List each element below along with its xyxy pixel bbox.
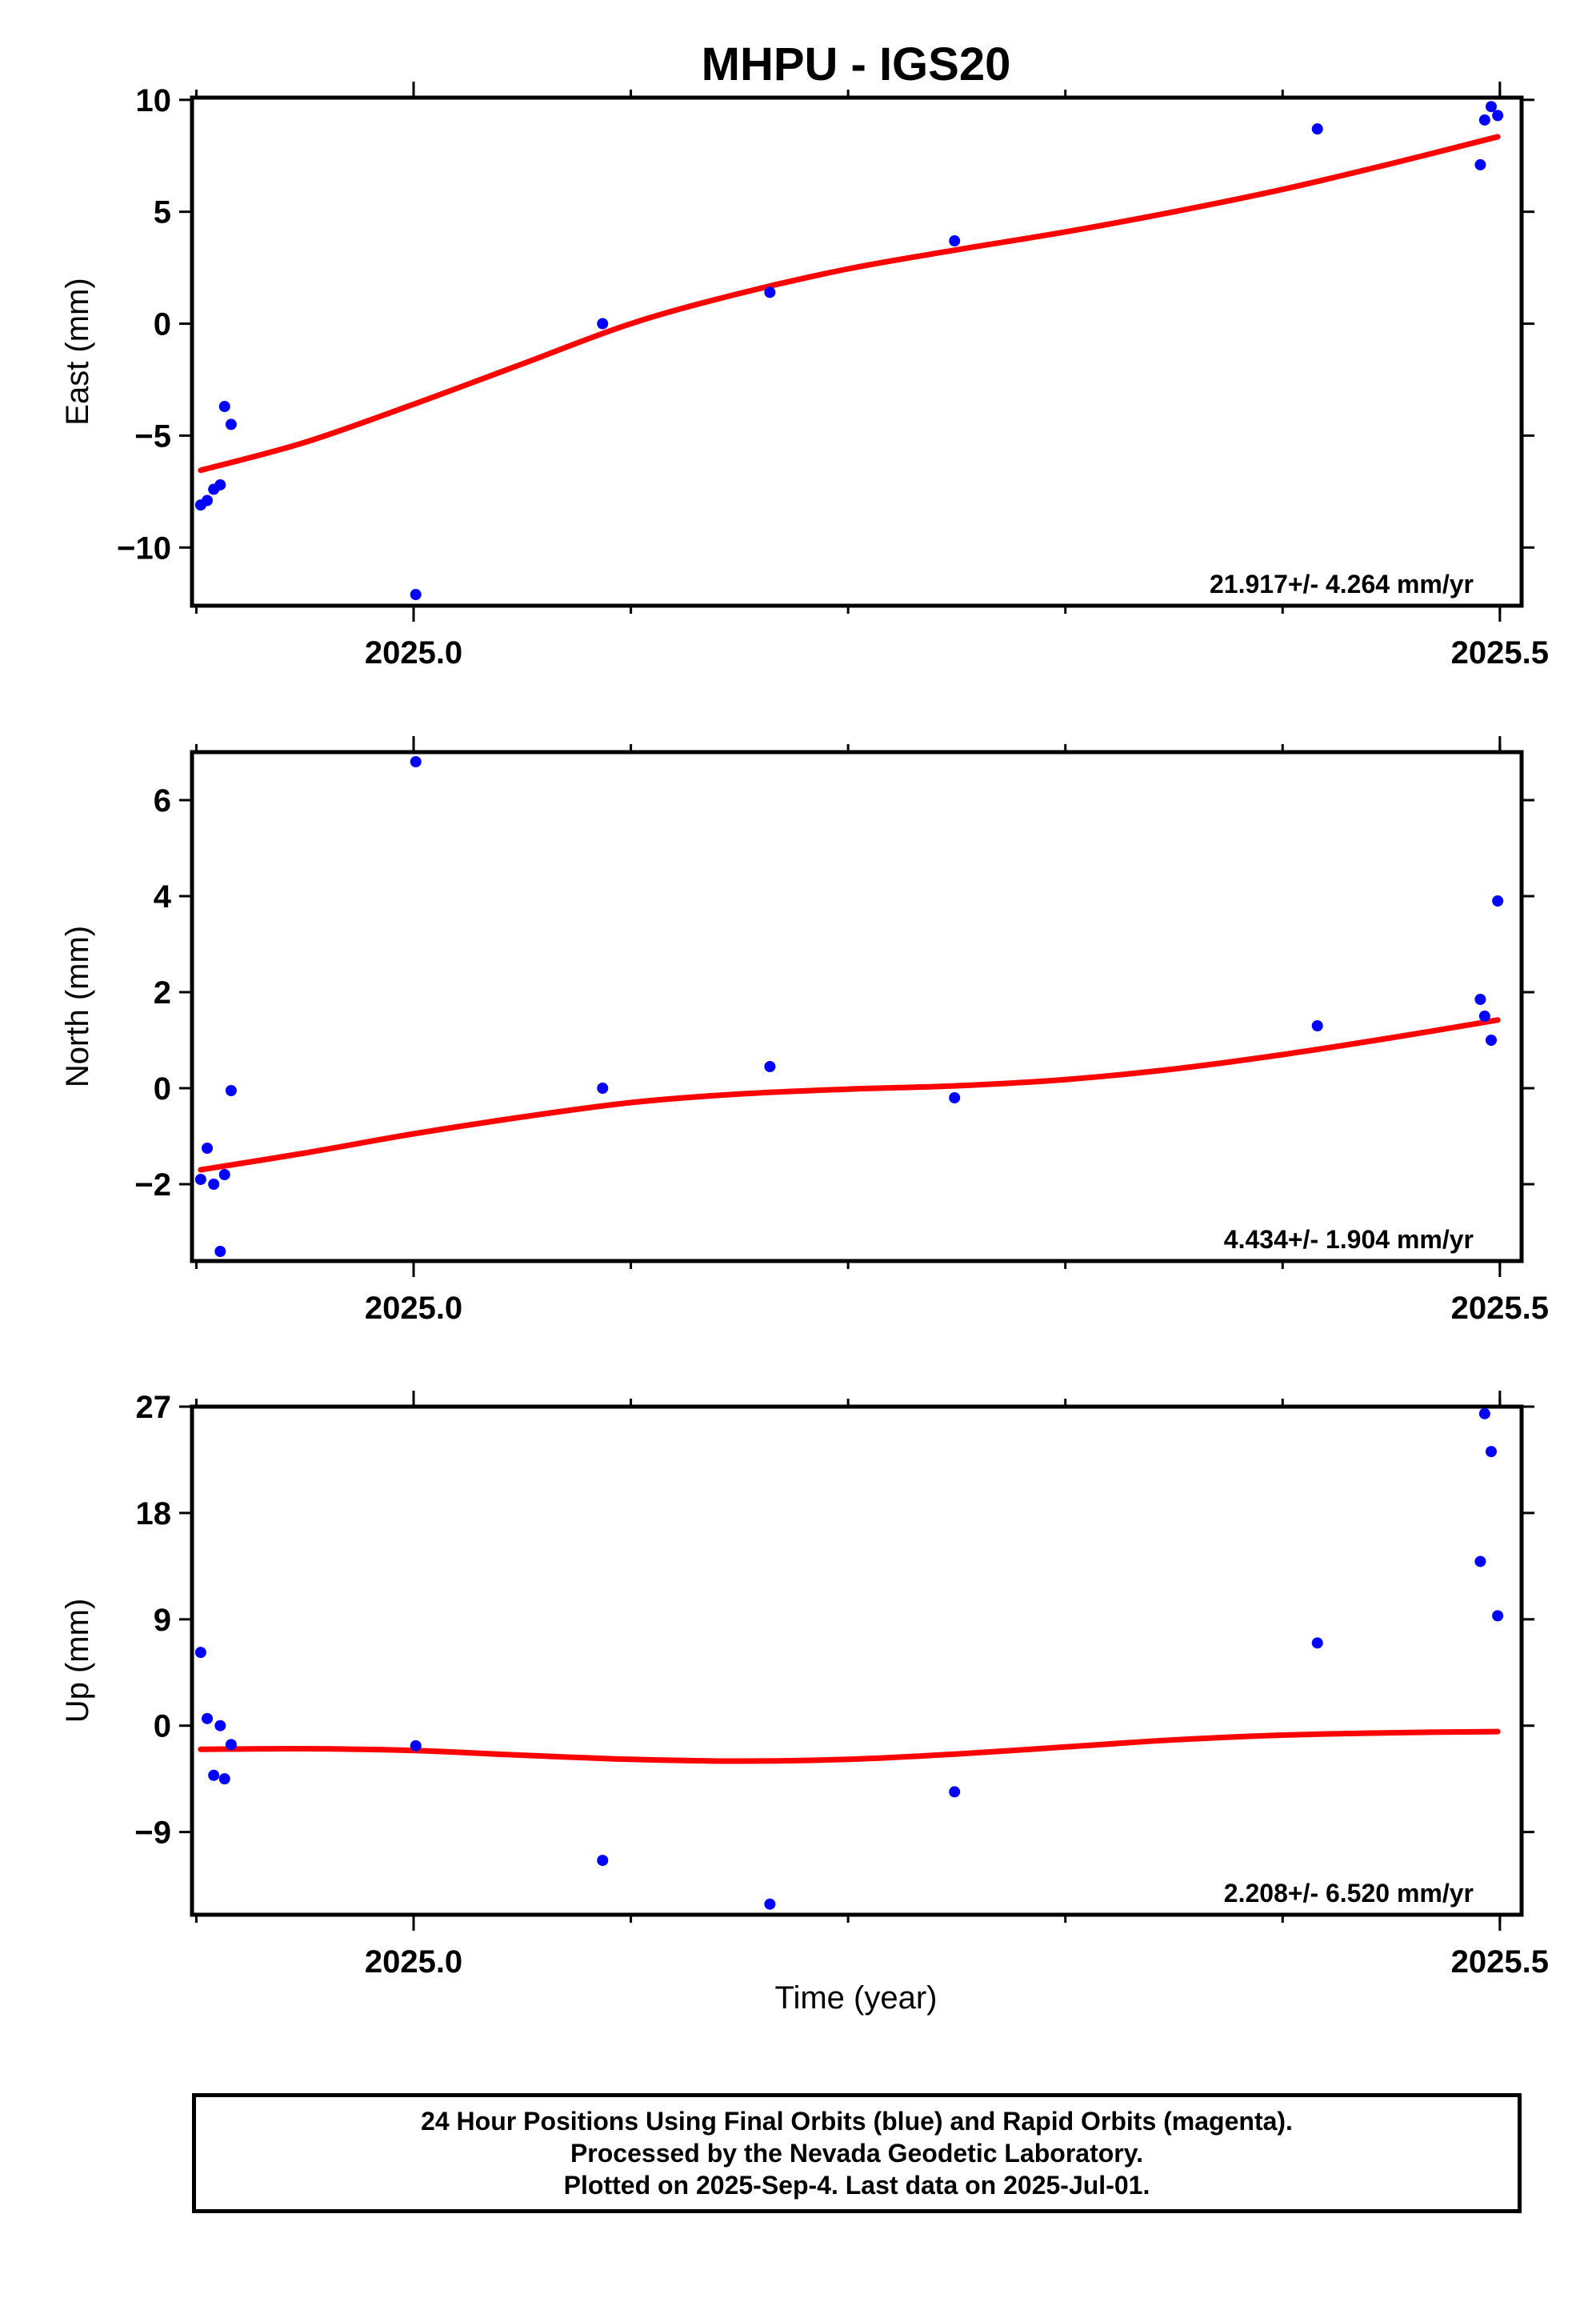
data-point xyxy=(1474,1555,1486,1567)
data-point xyxy=(597,318,609,330)
y-tick-label: 2 xyxy=(154,975,171,1011)
data-point xyxy=(764,286,776,298)
data-point xyxy=(1474,158,1486,170)
data-point xyxy=(1311,123,1323,135)
footer-line-1: 24 Hour Positions Using Final Orbits (bl… xyxy=(421,2107,1293,2136)
y-tick-label: 9 xyxy=(154,1603,171,1638)
data-point xyxy=(214,1246,226,1257)
data-point xyxy=(218,401,230,413)
rate-label: 4.434+/- 1.904 mm/yr xyxy=(1224,1225,1474,1254)
y-tick-label: −9 xyxy=(134,1816,171,1851)
data-point xyxy=(597,1083,609,1094)
data-point xyxy=(949,1092,961,1103)
fit-curve xyxy=(198,1017,1501,1173)
plot-frame xyxy=(190,1404,1524,1917)
chart-title: MHPU - IGS20 xyxy=(702,38,1011,90)
panel-2: −2 0 2 4 6 2025.0 2025.5 North (mm) 4.434+/- 1.9… xyxy=(60,736,1549,1326)
data-point xyxy=(1478,1407,1490,1419)
data-point xyxy=(1492,895,1504,907)
x-tick-label: 2025.5 xyxy=(1451,1291,1549,1326)
y-axis-label: Up (mm) xyxy=(60,1599,95,1723)
data-point xyxy=(1474,994,1486,1005)
panel-1: −10 −5 0 5 10 2025.0 2025.5 East (mm) 21.917+/- … xyxy=(60,82,1549,671)
y-tick-label: 0 xyxy=(154,307,171,342)
data-point xyxy=(225,1739,237,1751)
y-tick-label: 4 xyxy=(154,879,172,915)
plot-frame xyxy=(190,750,1524,1263)
fit-curve xyxy=(198,1728,1501,1764)
footer-line-2: Processed by the Nevada Geodetic Laborat… xyxy=(570,2139,1144,2168)
data-point xyxy=(410,1739,422,1752)
data-point xyxy=(1485,1446,1497,1458)
data-point xyxy=(1478,1011,1490,1022)
x-tick-label: 2025.0 xyxy=(365,1291,462,1326)
y-tick-label: 10 xyxy=(136,83,172,118)
y-tick-label: 0 xyxy=(154,1709,171,1744)
data-point xyxy=(218,1169,230,1180)
y-tick-label: 27 xyxy=(136,1390,172,1425)
data-point xyxy=(208,1769,220,1781)
data-point xyxy=(214,1719,226,1731)
data-point xyxy=(225,1085,237,1096)
y-tick-label: 0 xyxy=(154,1071,171,1107)
rate-label: 21.917+/- 4.264 mm/yr xyxy=(1210,570,1474,599)
panel-3: −9 0 9 18 27 2025.0 2025.5 Up (mm) 2.208+/- 6.52… xyxy=(60,1390,1549,1980)
data-point xyxy=(214,478,226,490)
x-axis-label: Time (year) xyxy=(775,1980,938,2016)
data-point xyxy=(764,1898,776,1910)
data-point xyxy=(208,1179,220,1190)
data-point xyxy=(1311,1020,1323,1031)
y-tick-label: −5 xyxy=(134,418,171,454)
data-point xyxy=(202,1712,214,1724)
y-tick-label: 6 xyxy=(154,783,171,819)
data-point xyxy=(1492,110,1504,122)
x-tick-label: 2025.0 xyxy=(365,1944,462,1980)
y-tick-label: 5 xyxy=(154,195,171,230)
data-point xyxy=(597,1855,609,1867)
data-point xyxy=(202,494,214,506)
data-point xyxy=(194,1647,206,1659)
y-axis-label: North (mm) xyxy=(60,926,95,1087)
y-axis-label: East (mm) xyxy=(60,278,95,425)
data-point xyxy=(1485,1035,1497,1046)
rate-label: 2.208+/- 6.520 mm/yr xyxy=(1224,1879,1474,1908)
footer-box: 24 Hour Positions Using Final Orbits (bl… xyxy=(192,2093,1522,2213)
x-tick-label: 2025.0 xyxy=(365,635,462,671)
fit-curve xyxy=(198,134,1501,474)
data-point xyxy=(194,1174,206,1185)
data-point xyxy=(410,589,422,601)
y-tick-label: 18 xyxy=(136,1496,172,1531)
data-point xyxy=(202,1143,214,1154)
data-point xyxy=(1492,1610,1504,1622)
y-tick-label: −10 xyxy=(117,530,171,566)
x-tick-label: 2025.5 xyxy=(1451,1944,1549,1980)
data-point xyxy=(949,1786,961,1798)
x-tick-label: 2025.5 xyxy=(1451,635,1549,671)
data-point xyxy=(225,418,237,430)
data-point xyxy=(410,756,422,767)
data-point xyxy=(218,1773,230,1785)
footer-line-3: Plotted on 2025-Sep-4. Last data on 2025… xyxy=(563,2171,1150,2200)
panels: −10 −5 0 5 10 2025.0 2025.5 East (mm) 21.917+/- … xyxy=(60,82,1549,1980)
data-point xyxy=(949,235,961,247)
plot-frame xyxy=(190,95,1524,608)
data-point xyxy=(1478,114,1490,126)
data-point xyxy=(1311,1637,1323,1649)
y-tick-label: −2 xyxy=(134,1167,171,1203)
data-point xyxy=(1485,101,1497,113)
data-point xyxy=(764,1061,776,1072)
